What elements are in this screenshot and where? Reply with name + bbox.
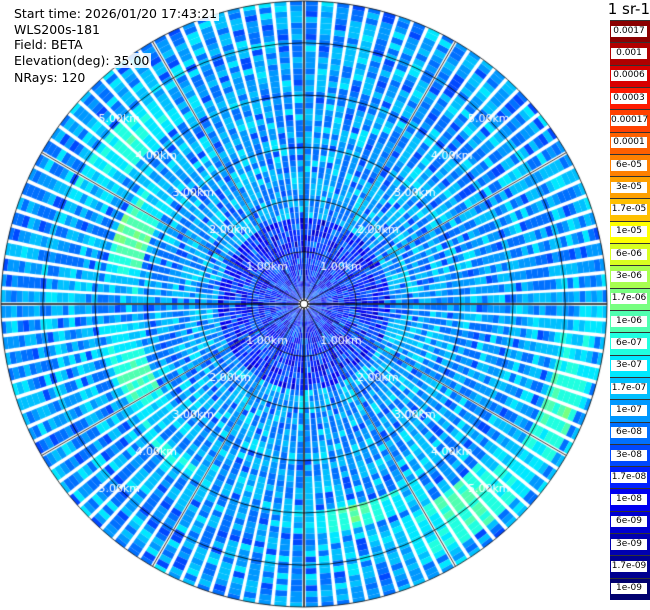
colorbar-tick-label: 0.00017	[611, 114, 649, 126]
colorbar-tick-label: 1.7e-05	[611, 204, 647, 216]
colorbar: 0.0017 0.001 0.0006 0.0003 0.00017 0.0001 6e-0…	[610, 20, 650, 600]
colorbar-tick-label: 6e-06	[611, 248, 647, 260]
colorbar-tick-label: 0.0017	[611, 25, 647, 37]
start-time-label: Start time: 2026/01/20 17:43:21	[12, 6, 220, 21]
colorbar-tick-label: 6e-08	[611, 427, 647, 439]
colorbar-tick-label: 0.0003	[611, 92, 647, 104]
colorbar-tick-label: 0.0001	[611, 137, 647, 149]
colorbar-tick-label: 1e-08	[611, 494, 647, 506]
instrument-label: WLS200s-181	[12, 22, 102, 37]
colorbar-tick-label: 1.7e-08	[611, 471, 647, 483]
nrays-label: NRays: 120	[12, 70, 88, 85]
colorbar-tick-label: 3e-06	[611, 271, 647, 283]
colorbar-tick-label: 3e-08	[611, 449, 647, 461]
colorbar-tick-label: 1e-09	[611, 583, 647, 595]
colorbar-tick-label: 3e-07	[611, 360, 647, 372]
colorbar-tick-label: 1.7e-09	[611, 561, 647, 573]
colorbar-tick-label: 1e-05	[611, 226, 647, 238]
colorbar-tick-label: 0.001	[611, 47, 647, 59]
colorbar-tick-label: 1.7e-07	[611, 382, 647, 394]
colorbar-tick-label: 1e-07	[611, 404, 647, 416]
ppi-plot	[0, 0, 610, 610]
colorbar-title: m-1 sr-1	[607, 0, 650, 18]
colorbar-tick-label: 1e-06	[611, 315, 647, 327]
elevation-label: Elevation(deg): 35.00	[12, 53, 152, 68]
colorbar-tick-label: 3e-05	[611, 181, 647, 193]
field-label: Field: BETA	[12, 37, 85, 52]
colorbar-tick-label: 3e-09	[611, 538, 647, 550]
colorbar-tick-label: 6e-09	[611, 516, 647, 528]
colorbar-tick-label: 1.7e-06	[611, 293, 647, 305]
colorbar-tick-label: 6e-07	[611, 337, 647, 349]
colorbar-tick-label: 6e-05	[611, 159, 647, 171]
colorbar-tick-label: 0.0006	[611, 70, 647, 82]
